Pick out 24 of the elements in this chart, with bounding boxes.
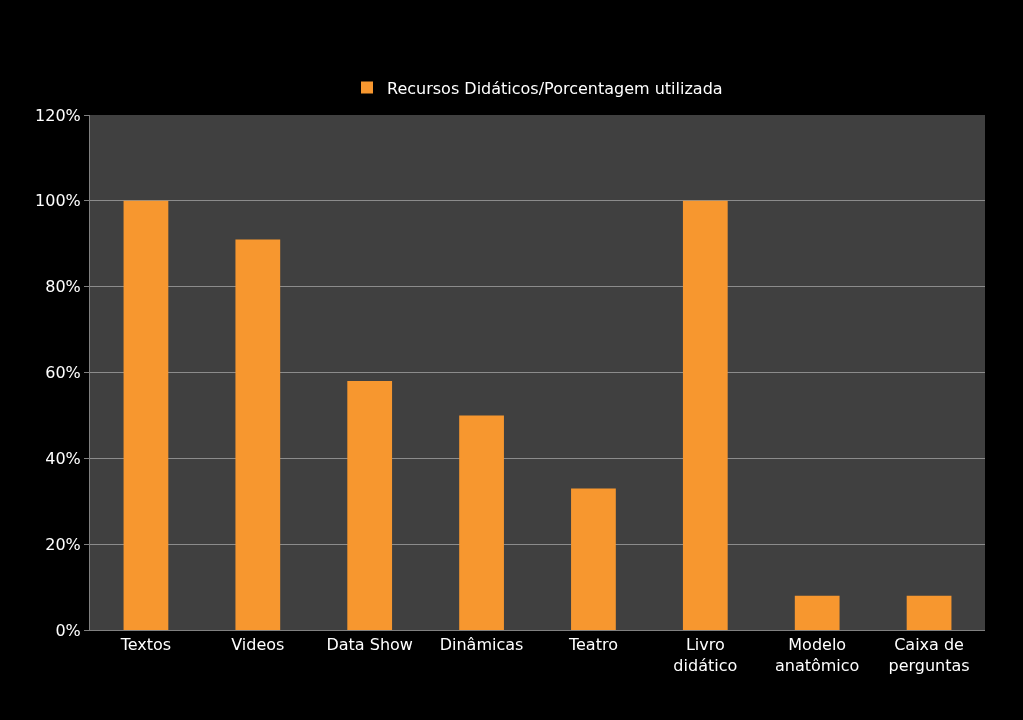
y-tick-label: 40%	[45, 448, 81, 468]
bar	[571, 488, 616, 630]
bar	[123, 200, 169, 630]
x-tick-label: Caixa de perguntas	[888, 635, 970, 675]
x-tick-label: Modelo anatômico	[774, 635, 860, 675]
bar	[459, 415, 504, 630]
legend-label: Recursos Didáticos/Porcentagem utilizada	[387, 78, 723, 98]
x-tick-label: Data Show	[326, 635, 413, 655]
y-tick-label: 100%	[35, 191, 81, 211]
bar	[347, 381, 393, 630]
x-tick-label: Dinâmicas	[439, 635, 524, 655]
y-tick-label: 20%	[45, 534, 81, 554]
bar	[235, 239, 281, 630]
x-tick-label: Teatro	[567, 635, 618, 655]
y-tick-label: 80%	[45, 277, 81, 297]
x-tick-label: Livro didático	[673, 635, 738, 675]
y-tick-label: 60%	[45, 363, 81, 383]
x-tick-label: Textos	[119, 635, 172, 655]
x-tick-label: Videos	[231, 635, 285, 655]
bar	[794, 595, 840, 630]
y-tick-label: 0%	[55, 620, 81, 640]
bar	[906, 595, 952, 630]
y-tick-label: 120%	[35, 105, 81, 125]
bar	[682, 200, 728, 630]
